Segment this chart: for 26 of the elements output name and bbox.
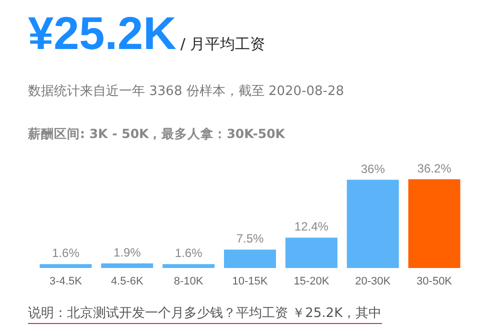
text: 说明：北京测试开发一个月多少钱？平均工资 ￥25.2K，其中 [28, 304, 382, 324]
bar [40, 264, 92, 268]
data-label: 7.5% [236, 232, 264, 246]
text: 薪酬区间: 3K - 50K，最多人拿：30K-50K [28, 126, 285, 143]
x-tick-label: 10-15K [232, 276, 268, 288]
chart-subtitle: / 月平均工资 [180, 35, 266, 53]
bar [285, 238, 338, 268]
data-label: 36% [360, 162, 386, 176]
text: 数据统计来自近一年 3368 份样本，截至 2020-08-28 [28, 83, 344, 100]
bar [101, 263, 154, 268]
x-tick-label: 8-10K [174, 276, 204, 288]
data-label: 36.2% [417, 161, 452, 176]
bar [408, 179, 460, 268]
data-label: 1.6% [174, 246, 203, 260]
x-tick-label: 3-4.5K [50, 276, 83, 288]
data-label: 1.9% [113, 245, 142, 260]
x-tick-label: 4.5-6K [110, 276, 144, 288]
data-label: 1.6% [52, 246, 80, 260]
chart-title: ¥25.2K [28, 7, 176, 59]
bar [162, 264, 215, 268]
bar [224, 250, 276, 268]
bar [346, 180, 399, 268]
x-tick-label: 15-20K [294, 276, 330, 288]
data-label: 12.4% [294, 220, 329, 234]
x-tick-label: 30-50K [416, 276, 453, 288]
x-tick-label: 20-30K [355, 276, 392, 288]
